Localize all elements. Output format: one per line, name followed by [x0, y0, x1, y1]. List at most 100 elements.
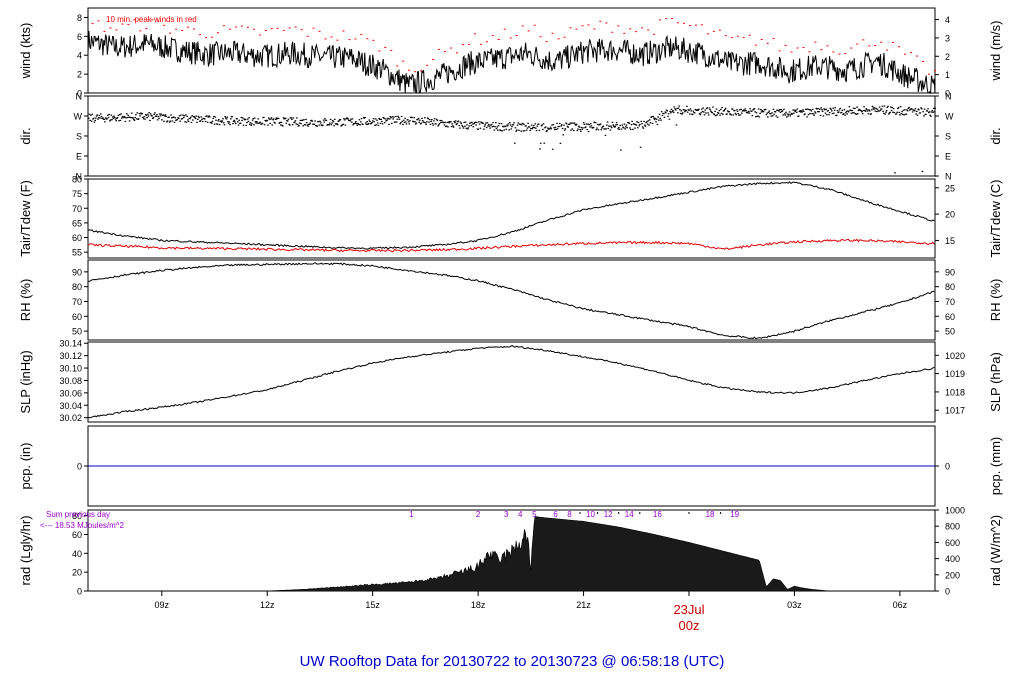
wind-dir-point [872, 107, 875, 109]
hour-marker-label: 3 [504, 510, 509, 519]
wind-dir-point [703, 114, 706, 116]
wind-dir-point [388, 118, 391, 120]
wind-dir-point [549, 126, 552, 128]
wind-dir-point [719, 114, 721, 116]
wind-dir-point [762, 111, 765, 113]
time-tick-label: 09z [155, 600, 170, 610]
wind-dir-point [874, 110, 877, 112]
wind-dir-point [203, 118, 206, 120]
wind-dir-point [253, 117, 256, 119]
wind-dir-point [333, 125, 335, 127]
wind-peak-mark [426, 64, 429, 66]
wind-dir-point [580, 126, 583, 129]
wind-dir-point [513, 122, 515, 124]
wind-dir-point [917, 108, 920, 110]
wind-dir-point [324, 118, 326, 120]
wind-dir-point [218, 118, 220, 121]
wind-dir-point [545, 130, 548, 133]
wind-dir-point [711, 112, 714, 114]
left-tick-label: E [76, 152, 82, 162]
wind-dir-point [417, 117, 420, 120]
wind-dir-point [251, 123, 253, 125]
right-tick-label: 20 [945, 210, 955, 220]
wind-dir-point [251, 119, 254, 121]
wind-peak-mark [461, 44, 464, 46]
wind-dir-point [331, 122, 333, 124]
wind-dir-point [558, 125, 560, 128]
wind-dir-point [819, 114, 822, 117]
dewpoint-line [87, 238, 935, 253]
right-tick-label: 90 [945, 267, 955, 277]
wind-dir-point [544, 126, 547, 128]
wind-dir-point [807, 114, 810, 116]
wind-dir-point [319, 122, 322, 124]
wind-dir-point [795, 109, 797, 111]
wind-dir-point [270, 117, 273, 119]
wind-dir-point [533, 127, 536, 129]
wind-dir-point [88, 117, 90, 119]
wind-dir-point [531, 128, 534, 130]
wind-dir-point [552, 123, 555, 126]
wind-speed-line [87, 30, 936, 95]
wind-peak-mark [844, 53, 847, 55]
wind-dir-point [400, 115, 403, 118]
wind-dir-point [465, 127, 468, 129]
wind-dir-point [690, 110, 692, 112]
wind-dir-point [244, 118, 247, 120]
wind-dir-point [132, 117, 134, 119]
wind-dir-point [343, 118, 345, 120]
wind-peak-mark [784, 44, 787, 46]
wind-dir-point [384, 118, 387, 120]
wind-dir-point [236, 118, 238, 120]
hour-marker-label: 1 [409, 510, 414, 519]
wind-dir-point [645, 121, 648, 124]
wind-dir-point [748, 110, 750, 112]
wind-dir-point [404, 117, 406, 119]
panel-frame [87, 259, 936, 341]
wind-dir-point [686, 111, 689, 113]
wind-dir-point [494, 126, 496, 128]
wind-dir-point [542, 128, 544, 131]
wind-dir-point [357, 123, 360, 125]
right-tick-label: 1 [945, 70, 950, 80]
wind-dir-point [612, 124, 614, 126]
wind-dir-point [495, 128, 498, 130]
wind-dir-point [705, 107, 708, 110]
wind-dir-point [520, 124, 523, 126]
wind-dir-point [316, 125, 319, 127]
wind-peak-mark [420, 70, 423, 72]
wind-dir-point [217, 120, 219, 122]
wind-dir-point [853, 112, 856, 114]
right-tick-label: N [945, 172, 952, 182]
wind-dir-point [440, 121, 442, 124]
left-tick-label: S [76, 132, 82, 142]
wind-dir-point [151, 115, 153, 117]
wind-dir-point [295, 123, 297, 125]
wind-dir-point [457, 121, 459, 123]
wind-peak-mark [264, 29, 267, 31]
wind-dir-point [530, 128, 532, 130]
wind-dir-point [841, 109, 844, 111]
wind-dir-point [778, 109, 781, 111]
left-tick-label: 80 [72, 175, 82, 185]
wind-dir-point [278, 122, 281, 124]
wind-dir-point [114, 118, 117, 120]
wind-dir-point [501, 130, 503, 132]
wind-dir-point [830, 110, 833, 112]
right-tick-label: 1018 [945, 387, 965, 397]
wind-peak-mark [760, 39, 763, 41]
wind-dir-point [318, 124, 321, 126]
wind-peak-mark [318, 30, 321, 32]
wind-dir-point [570, 129, 572, 131]
wind-dir-point [371, 120, 374, 122]
wind-peak-mark [856, 43, 859, 45]
wind-dir-point [450, 125, 453, 128]
wind-peak-mark [372, 39, 375, 41]
wind-dir-point [622, 127, 625, 129]
wind-dir-point [282, 125, 284, 127]
wind-dir-point [428, 121, 430, 123]
wind-dir-point [222, 122, 225, 124]
wind-dir-point [580, 130, 582, 132]
wind-dir-point [237, 121, 239, 123]
wind-dir-point [102, 117, 104, 119]
